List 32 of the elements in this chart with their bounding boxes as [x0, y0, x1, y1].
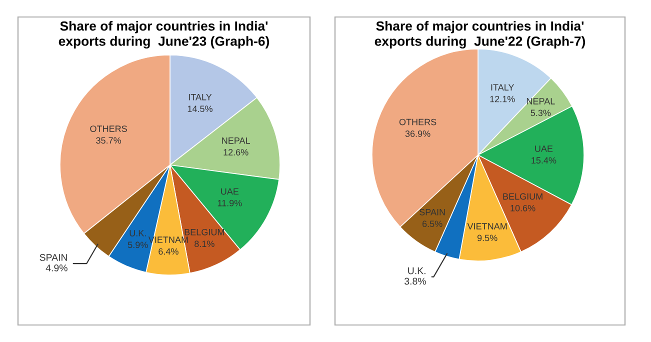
data-label: 4.9%	[46, 264, 68, 272]
slice-label: VIETNAM	[467, 223, 507, 230]
slice-label: OTHERS	[90, 126, 127, 132]
slice-label: U.K.	[408, 267, 426, 274]
slice-label: ITALY	[491, 84, 514, 90]
slice-label: NEPAL	[222, 137, 250, 144]
data-label: 6.5%	[422, 220, 442, 228]
slice-label: BELGIUM	[184, 228, 224, 236]
data-label: 35.7%	[96, 137, 122, 144]
chart-title: Share of major countries in India' exports during June'22 (Graph-7)	[374, 21, 586, 49]
data-label: 11.9%	[218, 200, 242, 206]
slice-label: SPAIN	[40, 254, 67, 261]
slice-label: UAE	[221, 188, 239, 195]
slice-label: BELGIUM	[503, 193, 542, 200]
data-label: 3.8%	[404, 278, 426, 285]
data-label: 6.4%	[158, 248, 178, 255]
slice-label: ITALY	[188, 94, 212, 100]
data-label: 15.4%	[532, 157, 556, 164]
data-label: 12.6%	[224, 149, 248, 156]
data-label: 36.9%	[405, 130, 430, 137]
data-label: 5.3%	[530, 110, 551, 116]
data-label: 14.5%	[188, 106, 212, 112]
chart-title: Share of major countries in India' exports during June'23 (Graph-6)	[58, 21, 270, 49]
slice-label: UAE	[535, 146, 553, 152]
slice-label: U.K.	[130, 230, 146, 236]
data-label: 9.5%	[477, 234, 498, 242]
data-label: 8.1%	[194, 240, 214, 248]
data-label: 12.1%	[490, 96, 515, 102]
slice-label: OTHERS	[399, 118, 436, 126]
slice-label: SPAIN	[420, 208, 445, 216]
data-label: 10.6%	[510, 204, 536, 212]
data-label: 5.9%	[128, 242, 148, 248]
